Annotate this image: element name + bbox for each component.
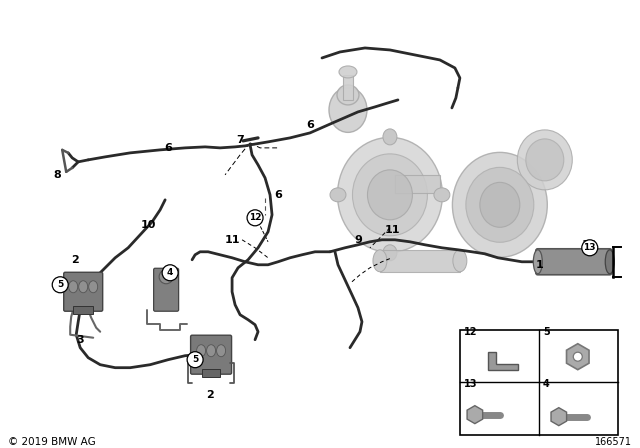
Polygon shape — [566, 344, 589, 370]
Ellipse shape — [573, 352, 582, 361]
Bar — [202, 369, 220, 377]
Text: 4: 4 — [167, 268, 173, 277]
Ellipse shape — [367, 170, 412, 220]
FancyBboxPatch shape — [191, 335, 232, 374]
Text: 1: 1 — [536, 260, 544, 270]
Circle shape — [247, 210, 263, 226]
Text: 8: 8 — [53, 170, 61, 180]
Text: 2: 2 — [206, 390, 214, 400]
Polygon shape — [551, 408, 566, 426]
Text: 6: 6 — [306, 120, 314, 130]
Text: 166571: 166571 — [595, 437, 632, 447]
Text: 5: 5 — [192, 355, 198, 364]
Ellipse shape — [383, 245, 397, 261]
Ellipse shape — [89, 281, 98, 293]
Bar — [380, 250, 460, 272]
Text: 13: 13 — [582, 240, 598, 250]
Bar — [343, 75, 353, 100]
Text: 13: 13 — [464, 379, 477, 389]
Text: 5: 5 — [57, 280, 63, 289]
Text: 3: 3 — [76, 335, 84, 345]
Circle shape — [187, 352, 203, 368]
Ellipse shape — [196, 345, 205, 357]
Text: 4: 4 — [543, 379, 550, 389]
Ellipse shape — [207, 345, 216, 357]
Ellipse shape — [526, 139, 564, 181]
Ellipse shape — [216, 345, 225, 357]
Ellipse shape — [373, 250, 387, 272]
Text: 2: 2 — [71, 255, 79, 265]
Ellipse shape — [605, 250, 614, 274]
Bar — [73, 306, 93, 314]
Ellipse shape — [533, 250, 542, 274]
Ellipse shape — [383, 129, 397, 145]
Bar — [395, 175, 440, 193]
Ellipse shape — [68, 281, 77, 293]
Text: 13: 13 — [584, 243, 596, 252]
Ellipse shape — [466, 168, 534, 242]
FancyBboxPatch shape — [64, 272, 102, 311]
FancyBboxPatch shape — [154, 268, 179, 311]
Circle shape — [582, 240, 598, 256]
Ellipse shape — [329, 87, 367, 133]
Text: 6: 6 — [274, 190, 282, 200]
Ellipse shape — [79, 281, 88, 293]
Ellipse shape — [517, 130, 572, 190]
Ellipse shape — [159, 270, 173, 284]
Text: © 2019 BMW AG: © 2019 BMW AG — [8, 437, 96, 447]
Ellipse shape — [330, 188, 346, 202]
Bar — [460, 330, 618, 435]
FancyBboxPatch shape — [536, 249, 612, 275]
Text: 11: 11 — [384, 225, 400, 235]
Polygon shape — [467, 405, 483, 424]
Text: 12: 12 — [249, 213, 261, 222]
Text: 12: 12 — [464, 327, 477, 337]
Ellipse shape — [452, 152, 547, 257]
Ellipse shape — [434, 188, 450, 202]
Circle shape — [162, 265, 178, 281]
Ellipse shape — [480, 182, 520, 227]
Text: 7: 7 — [236, 135, 244, 145]
Text: 11: 11 — [225, 235, 240, 245]
Text: 6: 6 — [164, 143, 172, 153]
Text: 10: 10 — [140, 220, 156, 230]
Polygon shape — [488, 352, 518, 370]
Text: 9: 9 — [354, 235, 362, 245]
Ellipse shape — [453, 250, 467, 272]
Ellipse shape — [353, 154, 428, 236]
Circle shape — [52, 277, 68, 293]
Ellipse shape — [339, 66, 357, 78]
Text: 5: 5 — [543, 327, 550, 337]
Ellipse shape — [337, 85, 359, 105]
Ellipse shape — [337, 138, 442, 252]
